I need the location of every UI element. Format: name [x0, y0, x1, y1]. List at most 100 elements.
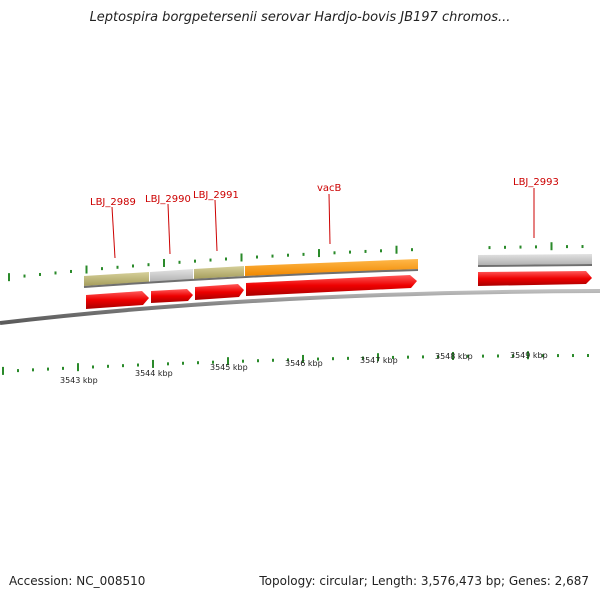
scale-label: 3546 kbp — [285, 359, 323, 368]
minor-tick — [364, 249, 367, 253]
minor-tick — [287, 358, 289, 362]
minor-tick — [437, 355, 439, 359]
minor-tick — [302, 252, 305, 256]
minor-tick — [92, 365, 94, 369]
gene-arrow-LBJ_2990[interactable] — [151, 289, 193, 303]
gene-arrow-LBJ_2993[interactable] — [478, 271, 592, 286]
minor-tick — [225, 257, 227, 261]
minor-tick — [47, 367, 49, 371]
minor-tick — [17, 369, 19, 373]
minor-tick — [178, 260, 181, 264]
minor-tick — [197, 361, 199, 365]
minor-tick — [482, 354, 484, 358]
minor-tick — [257, 359, 259, 363]
minor-tick — [407, 355, 409, 359]
minor-tick — [566, 245, 568, 249]
label-leader — [167, 203, 171, 255]
scale-label: 3545 kbp — [210, 363, 248, 372]
minor-tick — [349, 250, 351, 254]
major-tick — [377, 353, 379, 362]
gene-arrow-LBJ_2989[interactable] — [86, 291, 149, 309]
scale-tick-row — [2, 351, 589, 375]
cog-bar-LBJ_2990[interactable] — [150, 269, 193, 282]
minor-tick — [116, 265, 119, 269]
scale-label: 3547 kbp — [360, 356, 398, 365]
minor-tick — [380, 249, 382, 253]
minor-tick — [519, 245, 522, 249]
major-tick — [85, 265, 88, 274]
cog-bar-LBJ_2991[interactable] — [194, 266, 244, 279]
major-tick — [302, 354, 304, 363]
major-tick — [227, 357, 229, 366]
minor-tick — [107, 364, 109, 368]
scale-label: 3548 kbp — [435, 352, 473, 361]
minor-tick — [32, 368, 34, 372]
cog-bar-shadow — [83, 269, 419, 288]
minor-tick — [488, 246, 491, 250]
cog-bar-LBJ_2989[interactable] — [84, 272, 149, 286]
minor-tick — [54, 271, 57, 275]
major-tick — [8, 273, 10, 282]
minor-tick — [101, 267, 103, 271]
minor-tick — [147, 263, 150, 267]
gene-arrow-LBJ_2991[interactable] — [195, 284, 244, 300]
major-tick — [163, 258, 165, 267]
label-leader — [214, 199, 218, 252]
minor-tick — [23, 274, 26, 278]
minor-tick — [497, 354, 499, 358]
minor-tick — [542, 354, 544, 358]
major-tick — [395, 245, 398, 254]
minor-tick — [271, 254, 274, 258]
gene-label[interactable]: LBJ_2991 — [193, 190, 239, 201]
minor-tick — [256, 255, 258, 259]
cog-bar-shadow — [477, 264, 593, 267]
label-leader — [328, 193, 331, 245]
minor-tick — [70, 269, 72, 273]
minor-tick — [392, 355, 394, 359]
gene-label[interactable]: vacB — [317, 183, 342, 194]
minor-tick — [212, 360, 214, 364]
minor-tick — [137, 363, 139, 367]
gene-label[interactable]: LBJ_2990 — [145, 194, 191, 205]
major-tick — [550, 242, 553, 251]
minor-tick — [132, 264, 134, 268]
minor-tick — [182, 361, 184, 365]
gene-label[interactable]: LBJ_2989 — [90, 197, 136, 208]
gene-arrow-vacB[interactable] — [246, 275, 417, 296]
scale-label: 3544 kbp — [135, 369, 173, 378]
major-tick — [77, 363, 79, 372]
minor-tick — [347, 356, 349, 360]
cog-bars — [83, 254, 593, 288]
minor-tick — [317, 357, 319, 361]
scale-label: 3549 kbp — [510, 351, 548, 360]
minor-tick — [572, 354, 574, 358]
minor-tick — [272, 358, 274, 362]
minor-tick — [209, 258, 212, 262]
minor-tick — [242, 359, 244, 363]
minor-tick — [122, 364, 124, 368]
minor-tick — [333, 251, 336, 255]
cog-bar-LBJ_2993[interactable] — [478, 254, 592, 265]
minor-tick — [411, 248, 413, 252]
minor-tick — [587, 354, 589, 358]
label-leader — [111, 206, 116, 259]
minor-tick — [467, 354, 469, 358]
minor-tick — [557, 354, 559, 358]
minor-tick — [535, 245, 537, 249]
scale-label: 3543 kbp — [60, 376, 98, 385]
minor-tick — [194, 259, 196, 263]
major-tick — [240, 253, 243, 262]
summary-text: Topology: circular; Length: 3,576,473 bp… — [259, 574, 589, 588]
minor-tick — [62, 366, 64, 370]
major-tick — [318, 249, 320, 258]
gene-labels: LBJ_2989 LBJ_2990 LBJ_2991 vacB LBJ_2993 — [90, 177, 559, 259]
minor-tick — [504, 245, 506, 249]
gene-label[interactable]: LBJ_2993 — [513, 177, 559, 188]
major-tick — [152, 359, 154, 368]
major-tick — [2, 366, 4, 375]
cog-bar-vacB[interactable] — [245, 259, 418, 276]
minor-tick — [362, 356, 364, 360]
gene-arrows — [86, 271, 592, 309]
